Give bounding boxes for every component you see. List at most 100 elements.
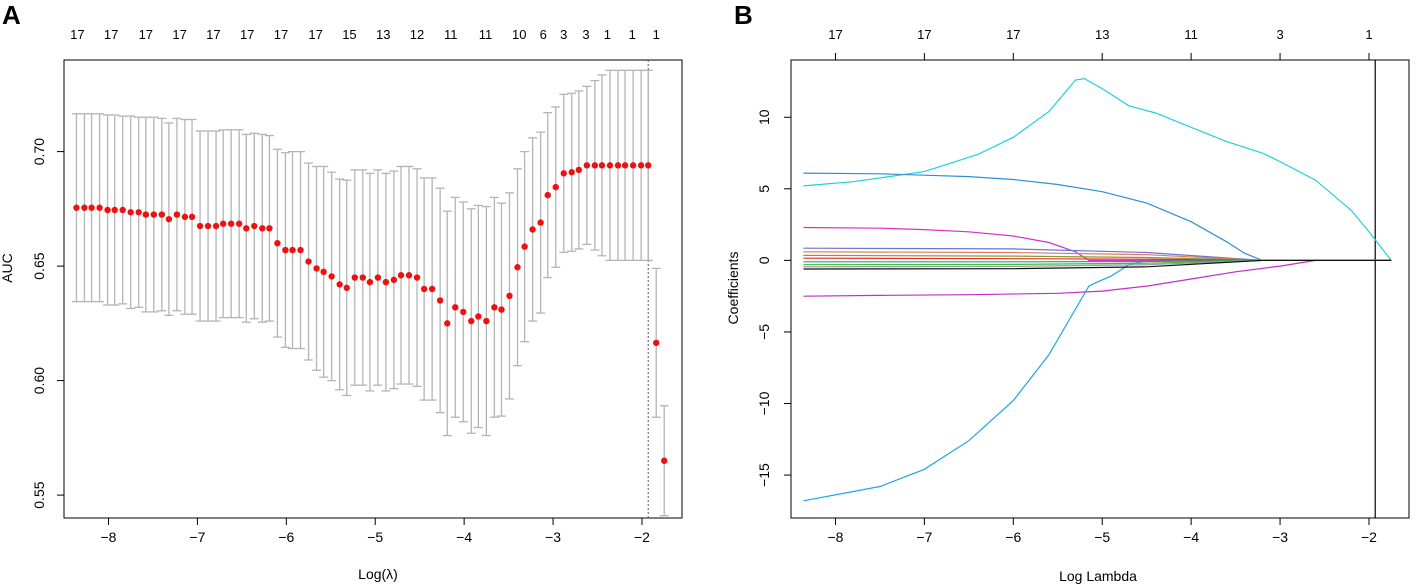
- panel-b-path-blue-pos: [803, 172, 1392, 261]
- panel-b-top-label: 11: [1184, 27, 1198, 42]
- panel-a-auc-point: [305, 258, 312, 265]
- panel-a-top-label: 1: [629, 27, 636, 42]
- panel-a-top-label: 17: [206, 27, 220, 42]
- panel-a-x-axis-title: Log(λ): [358, 566, 398, 582]
- panel-b-top-label: 17: [917, 27, 931, 42]
- panel-a-auc-point: [336, 281, 343, 288]
- panel-a-x-tick-label: −3: [545, 529, 561, 545]
- panel-b-path-magenta-neg: [803, 259, 1392, 297]
- panel-b-x-tick-label: −2: [1361, 529, 1377, 545]
- panel-a-auc-point: [598, 162, 606, 169]
- panel-a-auc-point: [142, 211, 150, 218]
- panel-a-top-label: 17: [104, 27, 118, 42]
- panel-a-y-tick-label: 0.60: [31, 367, 47, 394]
- panel-a-auc-point: [637, 162, 645, 169]
- panel-a-auc-point: [568, 169, 575, 176]
- panel-a-top-label: 11: [444, 27, 458, 42]
- panel-a-auc-point: [104, 206, 111, 214]
- panel-a-auc-point: [397, 272, 405, 279]
- panel-a-auc-point: [552, 183, 559, 191]
- panel-a-auc-point: [282, 246, 289, 254]
- panel-a-top-label: 15: [342, 27, 356, 42]
- panel-a-auc-point: [173, 211, 181, 218]
- panel-a-auc-point: [614, 162, 622, 169]
- panel-a-auc-point: [259, 225, 266, 232]
- panel-a-auc-point: [165, 215, 173, 223]
- panel-a-auc-point: [390, 276, 398, 284]
- panel-a-auc-point: [460, 308, 467, 316]
- panel-a-auc-point: [491, 304, 498, 311]
- panel-a-y-axis-title: AUC: [0, 253, 15, 283]
- panel-b-x-tick-label: −7: [916, 529, 932, 545]
- panel-b-y-tick-label: −15: [756, 463, 772, 487]
- panel-b-top-label: 13: [1095, 27, 1109, 42]
- panel-a-auc-point: [583, 162, 591, 169]
- panel-label-a: A: [2, 0, 21, 30]
- panel-a-top-label: 1: [653, 27, 660, 42]
- panel-a-auc-point: [359, 274, 366, 281]
- panel-a-x-tick-label: −8: [100, 529, 116, 545]
- panel-a-auc-point: [343, 284, 350, 292]
- panel-b-y-tick-label: 10: [756, 109, 772, 125]
- panel-a-auc-point: [606, 162, 614, 169]
- panel-a-auc-point: [127, 209, 134, 216]
- panel-a-auc-point: [88, 204, 95, 211]
- panel-a-top-label: 3: [560, 27, 567, 42]
- panel-a-x-tick-label: −6: [278, 529, 294, 545]
- panel-b-path-cyan: [803, 77, 1392, 261]
- panel-a-auc-point: [413, 274, 421, 281]
- panel-a-auc-point: [452, 304, 459, 311]
- panel-a-auc-point: [196, 222, 204, 230]
- panel-a-top-label: 17: [139, 27, 153, 42]
- panel-a-plot-box: [63, 59, 683, 519]
- panel-a-auc-point: [243, 225, 250, 232]
- panel-a-auc-point: [366, 278, 374, 286]
- panel-a-top-label: 12: [410, 27, 424, 42]
- panel-a-auc-point: [621, 162, 629, 169]
- panel-a-auc-point: [444, 320, 451, 327]
- panel-a-top-label: 3: [582, 27, 589, 42]
- panel-a-auc-point: [483, 317, 490, 325]
- panel-a-x-tick-label: −4: [456, 529, 472, 545]
- panel-a-top-label: 6: [540, 27, 547, 42]
- panel-a-auc-point: [382, 278, 390, 286]
- panel-b-top-label: 17: [828, 27, 842, 42]
- panel-a-auc-point: [405, 272, 413, 279]
- panel-a-y-tick-label: 0.55: [31, 481, 47, 508]
- panel-a-auc-point: [514, 264, 521, 271]
- panel-a-auc-point: [544, 191, 551, 199]
- panel-a-auc-point: [73, 204, 80, 211]
- panel-b-top-label: 1: [1365, 27, 1372, 42]
- panel-a-auc-point: [135, 209, 142, 216]
- panel-a-auc-point: [428, 285, 436, 293]
- panel-b-path-black: [803, 259, 1392, 270]
- panel-b-path-blue-neg: [803, 259, 1392, 502]
- panel-a-auc-point: [506, 292, 513, 300]
- panel-a-auc-point: [212, 222, 220, 230]
- panel-a-top-label: 11: [479, 27, 493, 42]
- panel-a-auc-point: [661, 457, 668, 464]
- panel-a-plot: −8 −7 −6 −5 −4 −3 −2 0.55 0.60 0.65 0.70 17 17 17 17 17…: [31, 27, 669, 545]
- panel-a-auc-point: [289, 246, 296, 254]
- panel-a-auc-point: [227, 220, 235, 227]
- panel-b-x-tick-label: −5: [1094, 529, 1110, 545]
- panel-a-auc-point: [629, 162, 637, 169]
- panel-a-auc-point: [188, 213, 196, 221]
- panel-a-auc-point: [328, 273, 335, 280]
- panel-a-auc-point: [537, 219, 544, 226]
- panel-a-auc-point: [297, 246, 304, 254]
- panel-a-top-label: 13: [376, 27, 390, 42]
- panel-a-auc-point: [274, 240, 281, 247]
- panel-a-auc-point: [251, 222, 258, 230]
- panel-a-auc-point: [653, 339, 660, 347]
- panel-a-auc-point: [436, 297, 444, 304]
- panel-a-auc-point: [351, 274, 358, 281]
- panel-a-auc-point: [468, 317, 475, 325]
- panel-b-x-tick-label: −3: [1272, 529, 1288, 545]
- panel-a-auc-point: [81, 204, 88, 211]
- panel-a-auc-point: [150, 211, 158, 218]
- panel-a-auc-point: [645, 162, 652, 169]
- panel-b-y-axis-title: Coefficients: [725, 252, 741, 325]
- panel-b-top-label: 17: [1006, 27, 1020, 42]
- panel-label-b: B: [734, 0, 753, 30]
